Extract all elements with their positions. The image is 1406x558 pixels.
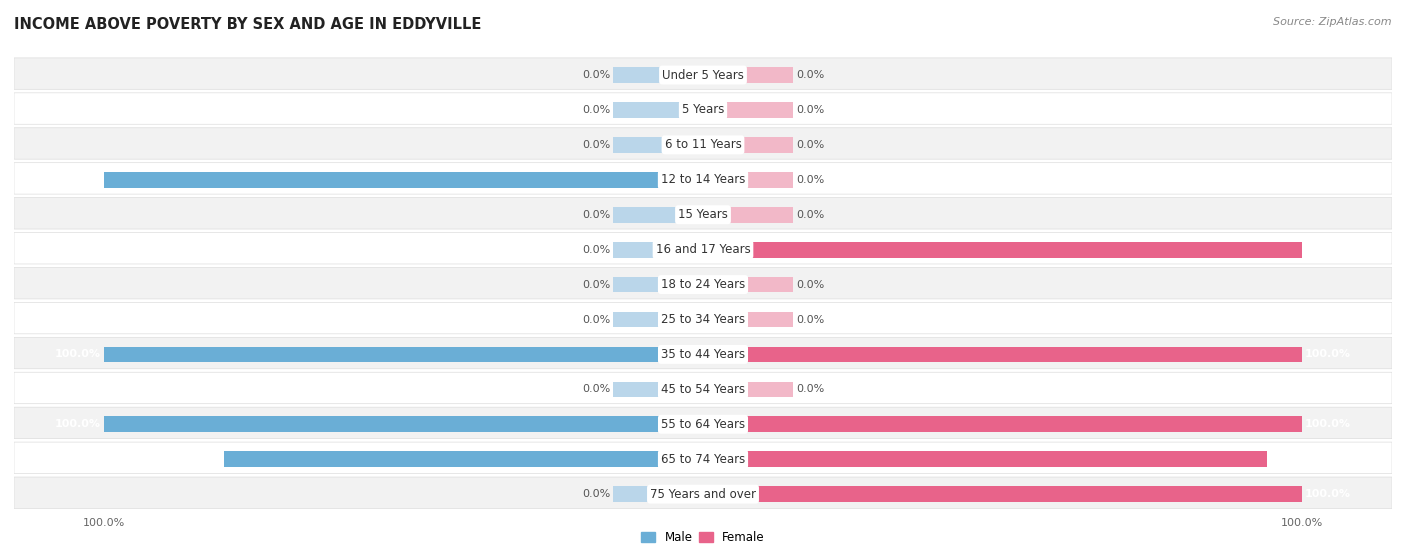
Text: 16 and 17 Years: 16 and 17 Years bbox=[655, 243, 751, 256]
FancyBboxPatch shape bbox=[14, 267, 1392, 299]
Text: Under 5 Years: Under 5 Years bbox=[662, 69, 744, 81]
Bar bbox=[613, 312, 703, 328]
Bar bbox=[703, 207, 793, 223]
Text: 80.0%: 80.0% bbox=[183, 454, 221, 464]
Bar bbox=[613, 137, 703, 153]
Text: 0.0%: 0.0% bbox=[582, 105, 610, 115]
Text: 100.0%: 100.0% bbox=[55, 349, 101, 359]
FancyBboxPatch shape bbox=[14, 338, 1392, 369]
Bar bbox=[613, 207, 703, 223]
FancyBboxPatch shape bbox=[14, 233, 1392, 264]
Bar bbox=[613, 451, 703, 467]
Text: 5 Years: 5 Years bbox=[682, 103, 724, 117]
Bar bbox=[613, 172, 703, 187]
Text: 0.0%: 0.0% bbox=[582, 244, 610, 254]
Bar bbox=[613, 242, 703, 257]
Bar bbox=[703, 242, 1302, 257]
FancyBboxPatch shape bbox=[14, 128, 1392, 159]
Text: 15 Years: 15 Years bbox=[678, 208, 728, 221]
Text: 100.0%: 100.0% bbox=[1305, 489, 1351, 499]
Bar bbox=[703, 451, 1267, 467]
Bar bbox=[703, 102, 793, 118]
Text: 0.0%: 0.0% bbox=[796, 210, 824, 220]
Text: 12 to 14 Years: 12 to 14 Years bbox=[661, 174, 745, 186]
Text: 18 to 24 Years: 18 to 24 Years bbox=[661, 278, 745, 291]
Text: Source: ZipAtlas.com: Source: ZipAtlas.com bbox=[1274, 17, 1392, 27]
Text: 100.0%: 100.0% bbox=[55, 175, 101, 185]
Bar bbox=[703, 416, 1302, 432]
Text: 100.0%: 100.0% bbox=[1305, 244, 1351, 254]
Text: 0.0%: 0.0% bbox=[582, 489, 610, 499]
Text: 25 to 34 Years: 25 to 34 Years bbox=[661, 313, 745, 326]
Bar bbox=[703, 137, 793, 153]
Bar bbox=[613, 102, 703, 118]
Text: 0.0%: 0.0% bbox=[796, 315, 824, 325]
Text: 35 to 44 Years: 35 to 44 Years bbox=[661, 348, 745, 361]
Text: 94.1%: 94.1% bbox=[1270, 454, 1309, 464]
Text: 45 to 54 Years: 45 to 54 Years bbox=[661, 383, 745, 396]
Text: INCOME ABOVE POVERTY BY SEX AND AGE IN EDDYVILLE: INCOME ABOVE POVERTY BY SEX AND AGE IN E… bbox=[14, 17, 481, 32]
FancyBboxPatch shape bbox=[14, 93, 1392, 124]
Text: 100.0%: 100.0% bbox=[1305, 419, 1351, 429]
Bar bbox=[613, 347, 703, 362]
Text: 0.0%: 0.0% bbox=[582, 70, 610, 80]
Bar bbox=[703, 486, 793, 502]
Bar bbox=[703, 382, 793, 397]
Bar bbox=[703, 312, 793, 328]
Text: 0.0%: 0.0% bbox=[796, 140, 824, 150]
Bar bbox=[613, 416, 703, 432]
Bar bbox=[613, 382, 703, 397]
Bar bbox=[703, 172, 793, 187]
FancyBboxPatch shape bbox=[14, 198, 1392, 229]
Text: 0.0%: 0.0% bbox=[796, 384, 824, 395]
Bar bbox=[703, 67, 793, 83]
FancyBboxPatch shape bbox=[14, 58, 1392, 89]
Text: 0.0%: 0.0% bbox=[582, 384, 610, 395]
Bar bbox=[613, 277, 703, 292]
Bar bbox=[703, 242, 793, 257]
Text: 0.0%: 0.0% bbox=[582, 140, 610, 150]
FancyBboxPatch shape bbox=[14, 302, 1392, 334]
Text: 0.0%: 0.0% bbox=[796, 175, 824, 185]
Bar bbox=[703, 347, 1302, 362]
Bar bbox=[104, 172, 703, 187]
Bar bbox=[613, 67, 703, 83]
Bar bbox=[224, 451, 703, 467]
Text: 0.0%: 0.0% bbox=[582, 210, 610, 220]
Text: 100.0%: 100.0% bbox=[1305, 349, 1351, 359]
Text: 55 to 64 Years: 55 to 64 Years bbox=[661, 418, 745, 431]
Text: 0.0%: 0.0% bbox=[582, 315, 610, 325]
Text: 65 to 74 Years: 65 to 74 Years bbox=[661, 453, 745, 466]
Bar bbox=[703, 277, 793, 292]
Bar bbox=[104, 416, 703, 432]
Text: 0.0%: 0.0% bbox=[796, 70, 824, 80]
Text: 0.0%: 0.0% bbox=[796, 105, 824, 115]
FancyBboxPatch shape bbox=[14, 163, 1392, 194]
Legend: Male, Female: Male, Female bbox=[637, 526, 769, 549]
Text: 0.0%: 0.0% bbox=[582, 280, 610, 290]
Text: 75 Years and over: 75 Years and over bbox=[650, 488, 756, 501]
FancyBboxPatch shape bbox=[14, 477, 1392, 508]
FancyBboxPatch shape bbox=[14, 372, 1392, 403]
FancyBboxPatch shape bbox=[14, 407, 1392, 439]
Bar bbox=[613, 486, 703, 502]
Bar bbox=[703, 451, 793, 467]
Text: 100.0%: 100.0% bbox=[55, 419, 101, 429]
Bar bbox=[104, 347, 703, 362]
Bar bbox=[703, 347, 793, 362]
FancyBboxPatch shape bbox=[14, 442, 1392, 474]
Text: 0.0%: 0.0% bbox=[796, 280, 824, 290]
Text: 6 to 11 Years: 6 to 11 Years bbox=[665, 138, 741, 151]
Bar bbox=[703, 416, 793, 432]
Bar bbox=[703, 486, 1302, 502]
